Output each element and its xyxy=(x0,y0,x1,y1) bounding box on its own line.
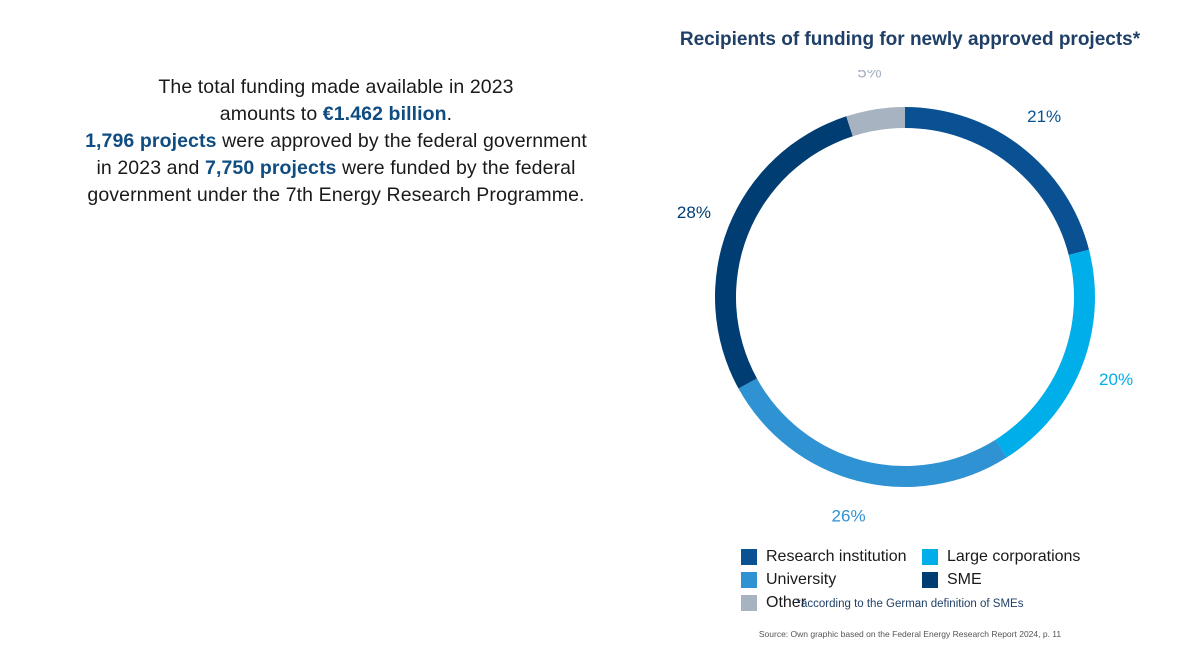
chart-title: Recipients of funding for newly approved… xyxy=(679,29,1141,50)
legend-swatch-other xyxy=(741,595,757,611)
intro-line-4-post: were funded by the federal xyxy=(336,157,576,179)
intro-line-4-pre: in 2023 and xyxy=(96,157,206,179)
slice-research-institution xyxy=(905,107,1090,255)
legend-label-university: University xyxy=(766,571,837,588)
slice-label-university: 26% xyxy=(832,506,866,525)
slice-label-research-institution: 21% xyxy=(1027,107,1061,126)
legend-swatch-sme xyxy=(922,572,938,588)
intro-line-3: 1,796 projects were approved by the fede… xyxy=(70,128,602,155)
donut-chart: 21% 20% 26% 28% 5% xyxy=(677,70,1133,525)
intro-line-5: government under the 7th Energy Research… xyxy=(87,184,585,206)
slice-label-sme: 28% xyxy=(677,203,711,222)
legend-swatch-university xyxy=(741,572,757,588)
slice-sme xyxy=(715,116,853,389)
legend-item-large-corporations: Large corporations xyxy=(922,547,1080,567)
legend-label-large-corporations: Large corporations xyxy=(947,548,1081,565)
intro-line-2-pre: amounts to xyxy=(219,103,323,125)
legend-label-other: Other xyxy=(766,594,807,611)
legend-item-university: University xyxy=(741,570,922,590)
intro-line-2: amounts to €1.462 billion. xyxy=(70,101,602,128)
legend-label-research-institution: Research institution xyxy=(766,548,907,565)
intro-line-3-post: were approved by the federal government xyxy=(216,130,587,152)
legend-swatch-large-corporations xyxy=(922,549,938,565)
sme-footnote: *according to the German definition of S… xyxy=(796,598,1024,610)
slice-label-large-corporations: 20% xyxy=(1099,370,1133,389)
funded-projects-highlight: 7,750 projects xyxy=(205,157,337,179)
legend-label-sme: SME xyxy=(947,571,982,588)
slice-other xyxy=(846,107,905,137)
slice-university xyxy=(738,378,1007,488)
slice-label-other: 5% xyxy=(857,70,882,81)
intro-text: The total funding made available in 2023… xyxy=(70,74,602,209)
legend-swatch-research-institution xyxy=(741,549,757,565)
approved-projects-highlight: 1,796 projects xyxy=(85,130,217,152)
slice-large-corporations xyxy=(995,249,1095,458)
legend-item-sme: SME xyxy=(922,570,1080,590)
total-funding-highlight: €1.462 billion xyxy=(322,103,447,125)
legend-item-research-institution: Research institution xyxy=(741,547,922,567)
source-note: Source: Own graphic based on the Federal… xyxy=(758,629,1062,639)
intro-line-2-post: . xyxy=(446,103,453,125)
chart-legend: Research institution Large corporations … xyxy=(741,547,1080,613)
intro-line-4: in 2023 and 7,750 projects were funded b… xyxy=(70,155,602,182)
intro-line-1: The total funding made available in 2023 xyxy=(158,76,514,98)
legend-item-other: Other xyxy=(741,593,922,613)
